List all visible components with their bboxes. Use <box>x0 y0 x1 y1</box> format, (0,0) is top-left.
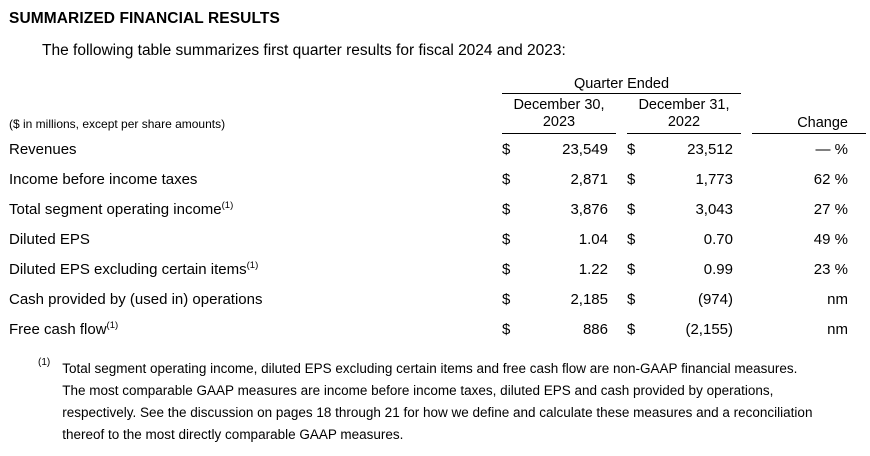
col-header-period-1-line2: 2023 <box>542 114 576 130</box>
intro-text: The following table summarizes first qua… <box>42 42 566 59</box>
footnote-marker: (1) <box>38 357 51 368</box>
change-header: Change <box>752 94 866 134</box>
change-cell: nm <box>827 320 848 338</box>
currency-symbol: $ <box>502 260 511 278</box>
currency-symbol: $ <box>502 320 511 338</box>
col-header-period-2: December 31, 2022 <box>627 94 741 134</box>
value-amount: 2,185 <box>570 290 608 308</box>
value-cell-period-2: $ (974) <box>627 291 741 308</box>
col-header-period-1: December 30, 2023 <box>502 94 616 134</box>
value-amount: 23,549 <box>562 140 608 158</box>
currency-symbol: $ <box>502 230 511 248</box>
value-cell-period-1: $886 <box>502 321 616 338</box>
value-cell-period-2: $ (2,155) <box>627 321 741 338</box>
col-header-period-2-line1: December 31, <box>638 97 730 113</box>
row-label: Total segment operating income(1) <box>9 199 234 218</box>
value-amount: 1.04 <box>578 230 608 248</box>
currency-symbol: $ <box>502 200 511 218</box>
currency-symbol: $ <box>627 260 636 278</box>
value-amount: 3,043 <box>695 200 733 218</box>
table-row: Free cash flow(1) $886 $ (2,155) nm <box>9 314 866 344</box>
table-row: Cash provided by (used in) operations $2… <box>9 284 866 314</box>
row-label: Revenues <box>9 140 77 158</box>
value-cell-period-1: $23,549 <box>502 141 616 158</box>
value-amount: 3,876 <box>570 200 608 218</box>
footnote-reference: (1) <box>246 259 259 271</box>
table-row: Diluted EPS $1.04 $0.70 49 % <box>9 224 866 254</box>
footnote-reference: (1) <box>221 199 234 211</box>
change-cell: 27 % <box>813 200 848 218</box>
footnote: (1) Total segment operating income, dilu… <box>38 357 866 446</box>
currency-symbol: $ <box>502 140 511 158</box>
change-cell: 49 % <box>813 230 848 248</box>
table-row: Income before income taxes $2,871 $1,773… <box>9 164 866 194</box>
column-gap <box>616 94 627 134</box>
currency-symbol: $ <box>502 170 511 188</box>
row-label: Diluted EPS excluding certain items(1) <box>9 259 259 278</box>
footnote-reference: (1) <box>106 319 119 331</box>
value-amount: 1.22 <box>578 260 608 278</box>
footnote-text: Total segment operating income, diluted … <box>62 361 813 442</box>
value-cell-period-1: $3,876 <box>502 201 616 218</box>
value-cell-period-2: $3,043 <box>627 201 741 218</box>
value-cell-period-2: $23,512 <box>627 141 741 158</box>
value-amount: (2,155) <box>685 320 733 338</box>
currency-symbol: $ <box>627 170 636 188</box>
financial-results-table: Quarter Ended ($ in millions, except per… <box>9 71 866 344</box>
currency-symbol: $ <box>627 230 636 248</box>
currency-symbol: $ <box>627 200 636 218</box>
currency-symbol: $ <box>627 290 636 308</box>
value-amount: 0.99 <box>703 260 733 278</box>
units-note: ($ in millions, except per share amounts… <box>9 117 226 131</box>
currency-symbol: $ <box>502 290 511 308</box>
col-header-period-1-line1: December 30, <box>513 97 605 113</box>
page-title: SUMMARIZED FINANCIAL RESULTS <box>9 10 280 27</box>
col-header-period-2-line2: 2022 <box>667 114 701 130</box>
value-amount: 0.70 <box>703 230 733 248</box>
table-row: Revenues $23,549 $23,512 — % <box>9 134 866 164</box>
row-label: Free cash flow(1) <box>9 319 119 338</box>
row-label: Income before income taxes <box>9 170 198 188</box>
change-cell: 62 % <box>813 170 848 188</box>
table-row: Total segment operating income(1) $3,876… <box>9 194 866 224</box>
table-row: Diluted EPS excluding certain items(1) $… <box>9 254 866 284</box>
quarter-ended-header: Quarter Ended <box>502 76 741 94</box>
value-cell-period-2: $1,773 <box>627 171 741 188</box>
change-cell: 23 % <box>813 260 848 278</box>
value-cell-period-2: $0.99 <box>627 261 741 278</box>
column-gap <box>741 94 752 134</box>
value-cell-period-1: $1.22 <box>502 261 616 278</box>
row-label: Cash provided by (used in) operations <box>9 290 263 308</box>
change-cell: nm <box>827 290 848 308</box>
value-cell-period-1: $1.04 <box>502 231 616 248</box>
change-cell: — % <box>815 140 848 158</box>
currency-symbol: $ <box>627 320 636 338</box>
value-amount: (974) <box>697 290 733 308</box>
value-amount: 886 <box>582 320 608 338</box>
value-amount: 23,512 <box>687 140 733 158</box>
value-cell-period-1: $2,871 <box>502 171 616 188</box>
value-amount: 1,773 <box>695 170 733 188</box>
currency-symbol: $ <box>627 140 636 158</box>
table-group-header-row: Quarter Ended <box>9 71 866 94</box>
table-column-header-row: ($ in millions, except per share amounts… <box>9 94 866 134</box>
value-amount: 2,871 <box>570 170 608 188</box>
value-cell-period-2: $0.70 <box>627 231 741 248</box>
value-cell-period-1: $2,185 <box>502 291 616 308</box>
row-label: Diluted EPS <box>9 230 90 248</box>
